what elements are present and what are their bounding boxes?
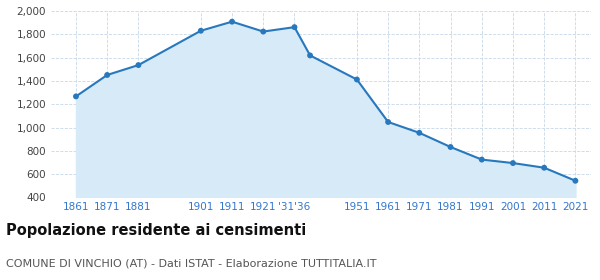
- Text: Popolazione residente ai censimenti: Popolazione residente ai censimenti: [6, 223, 306, 238]
- Point: [352, 77, 362, 82]
- Point: [103, 73, 112, 77]
- Point: [305, 53, 315, 58]
- Point: [134, 63, 143, 67]
- Point: [227, 19, 237, 24]
- Point: [571, 179, 580, 183]
- Point: [259, 29, 268, 34]
- Point: [290, 25, 299, 29]
- Point: [415, 130, 424, 135]
- Point: [539, 165, 549, 170]
- Point: [196, 29, 206, 33]
- Point: [383, 120, 393, 124]
- Point: [508, 161, 518, 165]
- Point: [446, 145, 455, 149]
- Text: COMUNE DI VINCHIO (AT) - Dati ISTAT - Elaborazione TUTTITALIA.IT: COMUNE DI VINCHIO (AT) - Dati ISTAT - El…: [6, 259, 377, 269]
- Point: [71, 94, 81, 99]
- Point: [477, 157, 487, 162]
